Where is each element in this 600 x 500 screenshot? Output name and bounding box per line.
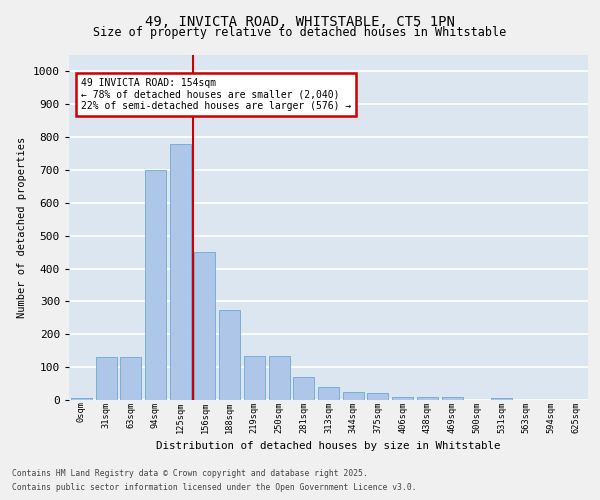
Text: 49 INVICTA ROAD: 154sqm
← 78% of detached houses are smaller (2,040)
22% of semi: 49 INVICTA ROAD: 154sqm ← 78% of detache… <box>82 78 352 111</box>
Bar <box>318 387 339 400</box>
Bar <box>170 144 191 400</box>
Bar <box>442 396 463 400</box>
Bar <box>145 170 166 400</box>
Bar <box>392 396 413 400</box>
Bar <box>293 377 314 400</box>
Bar <box>194 252 215 400</box>
Bar <box>343 392 364 400</box>
Text: 49, INVICTA ROAD, WHITSTABLE, CT5 1PN: 49, INVICTA ROAD, WHITSTABLE, CT5 1PN <box>145 15 455 29</box>
Bar <box>417 396 438 400</box>
Bar <box>367 394 388 400</box>
Y-axis label: Number of detached properties: Number of detached properties <box>17 137 28 318</box>
Bar <box>269 356 290 400</box>
Text: Contains public sector information licensed under the Open Government Licence v3: Contains public sector information licen… <box>12 484 416 492</box>
Text: Contains HM Land Registry data © Crown copyright and database right 2025.: Contains HM Land Registry data © Crown c… <box>12 468 368 477</box>
Bar <box>120 358 141 400</box>
Bar <box>491 398 512 400</box>
Bar <box>219 310 240 400</box>
X-axis label: Distribution of detached houses by size in Whitstable: Distribution of detached houses by size … <box>156 441 501 451</box>
Text: Size of property relative to detached houses in Whitstable: Size of property relative to detached ho… <box>94 26 506 39</box>
Bar <box>244 356 265 400</box>
Bar <box>95 358 116 400</box>
Bar <box>71 398 92 400</box>
